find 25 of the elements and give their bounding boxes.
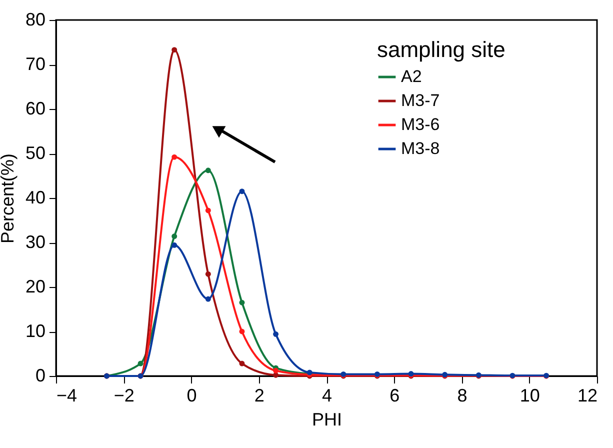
y-tick-label: 60 bbox=[25, 98, 46, 118]
x-tick-label: 6 bbox=[390, 386, 400, 406]
x-tick-label: 0 bbox=[186, 386, 197, 406]
y-tick-label: 20 bbox=[25, 276, 46, 296]
y-tick-label: 50 bbox=[25, 143, 46, 163]
y-tick-label: 70 bbox=[25, 54, 46, 74]
x-tick-label: −2 bbox=[114, 386, 134, 406]
x-axis-title: PHI bbox=[312, 410, 342, 430]
y-tick-label: 80 bbox=[25, 10, 46, 30]
x-tick-label: 12 bbox=[577, 386, 598, 406]
y-axis-title: Percent(%) bbox=[0, 153, 18, 244]
legend-title: sampling site bbox=[377, 37, 506, 62]
legend-label: A2 bbox=[401, 67, 422, 86]
x-tick-label: −4 bbox=[56, 386, 78, 406]
x-tick-label: 10 bbox=[520, 386, 540, 406]
y-tick-label: 0 bbox=[35, 366, 46, 386]
x-tick-label: 4 bbox=[322, 386, 332, 406]
legend-label: M3-6 bbox=[401, 115, 440, 134]
x-tick-label: 8 bbox=[457, 386, 468, 406]
y-tick-label: 10 bbox=[25, 321, 46, 341]
y-tick-label: 40 bbox=[25, 188, 46, 208]
legend-label: M3-7 bbox=[401, 91, 440, 110]
x-tick-label: 2 bbox=[254, 386, 264, 406]
legend-label: M3-8 bbox=[401, 139, 440, 158]
y-tick-label: 30 bbox=[25, 232, 46, 252]
